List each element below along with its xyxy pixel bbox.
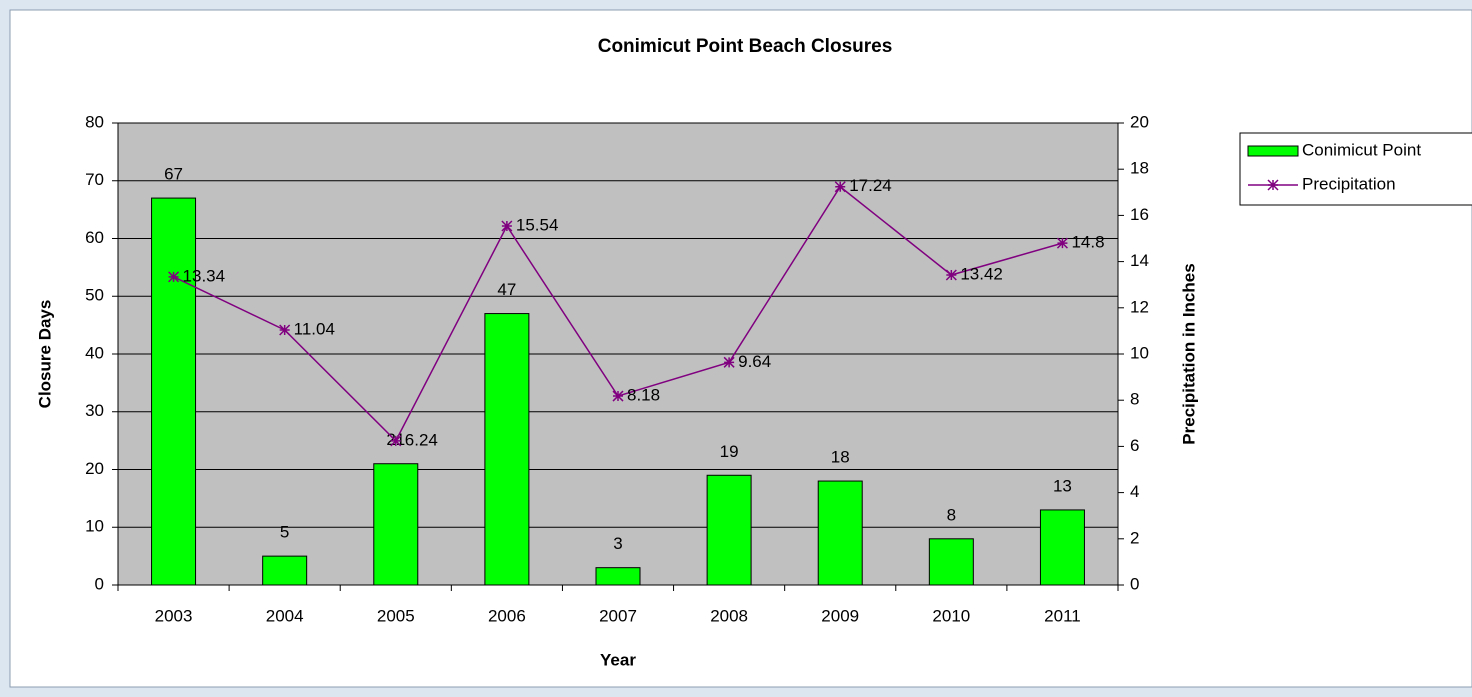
bar: [706, 474, 752, 586]
y-tick-label: 80: [85, 112, 104, 131]
bar-value-label: 8: [947, 505, 956, 524]
y-tick-label: 0: [95, 574, 104, 593]
y2-tick-label: 2: [1130, 528, 1139, 547]
line-marker: [723, 356, 735, 368]
y2-tick-label: 12: [1130, 297, 1149, 316]
line-marker: [1056, 237, 1068, 249]
y2-tick-label: 4: [1130, 482, 1139, 501]
bar-value-label: 67: [164, 165, 183, 184]
x-axis-title: Year: [600, 650, 636, 669]
y2-tick-label: 0: [1130, 574, 1139, 593]
line-marker: [501, 220, 513, 232]
line-value-label: 14.8: [1071, 233, 1104, 252]
line-marker: [834, 181, 846, 193]
bar: [151, 197, 197, 586]
legend-box: [1239, 132, 1472, 206]
x-tick-label: 2004: [266, 606, 304, 625]
legend-swatch: [1247, 145, 1299, 157]
y-tick-label: 70: [85, 170, 104, 189]
y2-tick-label: 10: [1130, 343, 1149, 362]
line-value-label: 8.18: [627, 386, 660, 405]
line-value-label: 13.42: [960, 264, 1003, 283]
legend-swatch-marker: [1267, 179, 1279, 191]
x-tick-label: 2007: [599, 606, 637, 625]
y-tick-label: 40: [85, 343, 104, 362]
line-value-label: 11.04: [294, 319, 335, 338]
line-value-label: 15.54: [516, 216, 559, 235]
x-tick-label: 2003: [155, 606, 193, 625]
y2-axis-title: Precipitation in Inches: [1179, 263, 1198, 444]
x-tick-label: 2010: [932, 606, 970, 625]
x-tick-label: 2005: [377, 606, 415, 625]
x-tick-label: 2009: [821, 606, 859, 625]
line-marker: [945, 269, 957, 281]
y-axis-title: Closure Days: [35, 300, 54, 409]
y-tick-label: 50: [85, 286, 104, 305]
bar: [1039, 509, 1085, 586]
bar-value-label: 13: [1053, 476, 1072, 495]
line-marker: [279, 324, 291, 336]
bar-value-label: 18: [831, 448, 850, 467]
y2-tick-label: 14: [1130, 251, 1149, 270]
x-tick-label: 2011: [1044, 606, 1081, 625]
bar: [928, 538, 974, 586]
line-value-label: 13.34: [183, 266, 226, 285]
line-marker: [612, 390, 624, 402]
y-tick-label: 10: [85, 517, 104, 536]
bar: [262, 555, 308, 586]
y2-tick-label: 6: [1130, 436, 1139, 455]
line-marker: [168, 271, 180, 283]
bar-value-label: 47: [497, 280, 516, 299]
y2-tick-label: 16: [1130, 205, 1149, 224]
line-marker: [390, 435, 402, 447]
bar: [484, 313, 530, 586]
y-tick-label: 20: [85, 459, 104, 478]
line-value-label: 9.64: [738, 352, 771, 371]
line-value-label: 6.24: [405, 430, 438, 449]
bar-value-label: 3: [613, 534, 622, 553]
line-value-label: 17.24: [849, 176, 892, 195]
legend-label: Conimicut Point: [1302, 140, 1421, 159]
bar: [595, 567, 641, 586]
y2-tick-label: 20: [1130, 112, 1149, 131]
chart-title: Conimicut Point Beach Closures: [598, 36, 893, 57]
legend-label: Precipitation: [1302, 174, 1396, 193]
bar: [373, 463, 419, 586]
bar-value-label: 5: [280, 523, 289, 542]
y-tick-label: 60: [85, 228, 104, 247]
x-tick-label: 2006: [488, 606, 526, 625]
x-tick-label: 2008: [710, 606, 748, 625]
bar: [817, 480, 863, 586]
bar-value-label: 19: [720, 442, 739, 461]
y2-tick-label: 18: [1130, 159, 1149, 178]
y-tick-label: 30: [85, 401, 104, 420]
y2-tick-label: 8: [1130, 390, 1139, 409]
